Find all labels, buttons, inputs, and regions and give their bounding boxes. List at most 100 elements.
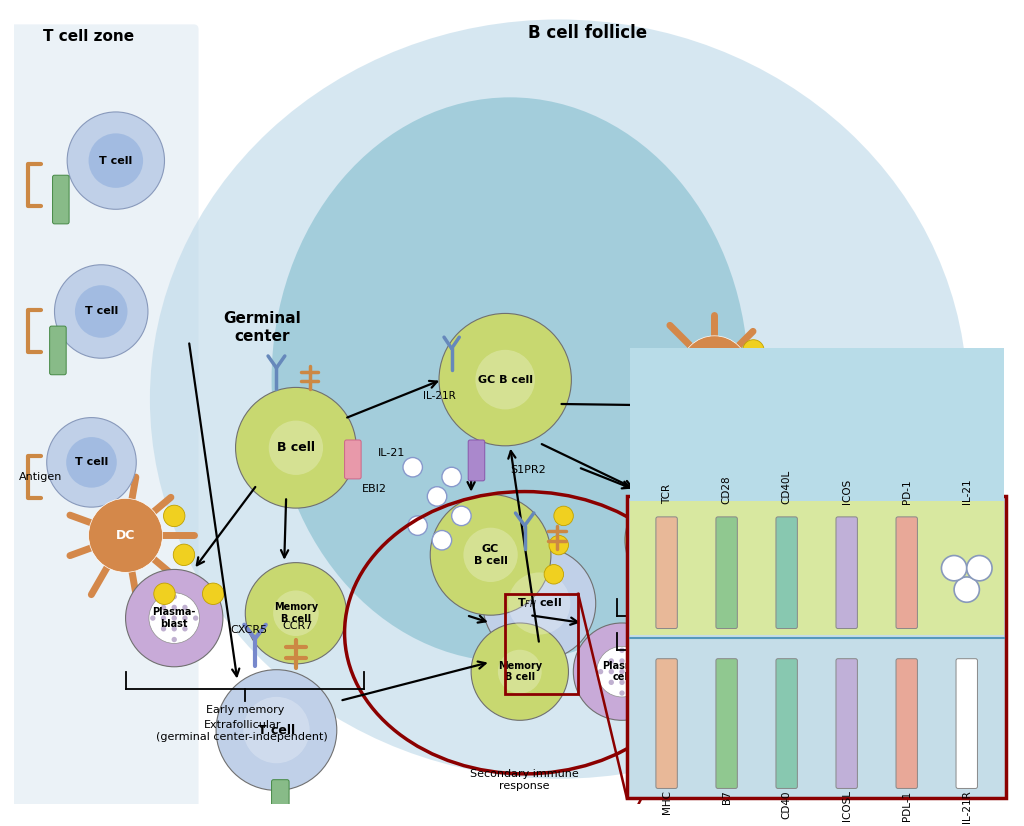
Circle shape xyxy=(841,455,847,460)
Circle shape xyxy=(482,547,596,660)
Circle shape xyxy=(498,650,542,694)
Circle shape xyxy=(148,593,200,643)
Circle shape xyxy=(430,495,551,615)
Circle shape xyxy=(161,626,166,632)
Text: MHC: MHC xyxy=(662,790,672,814)
Circle shape xyxy=(75,285,128,338)
Circle shape xyxy=(508,572,570,634)
Circle shape xyxy=(161,615,166,621)
Circle shape xyxy=(544,565,563,584)
Circle shape xyxy=(967,556,992,581)
Circle shape xyxy=(268,420,323,475)
Circle shape xyxy=(172,605,177,610)
Ellipse shape xyxy=(271,97,749,662)
Text: IL-21R: IL-21R xyxy=(962,790,972,824)
Text: IL-21: IL-21 xyxy=(378,448,404,458)
FancyBboxPatch shape xyxy=(271,780,289,820)
Text: GC
B cell: GC B cell xyxy=(474,544,508,566)
Circle shape xyxy=(154,583,175,605)
Circle shape xyxy=(829,444,836,449)
Circle shape xyxy=(819,466,824,472)
Circle shape xyxy=(216,670,337,790)
Circle shape xyxy=(236,387,356,508)
Circle shape xyxy=(620,691,625,695)
Circle shape xyxy=(808,444,813,449)
Circle shape xyxy=(620,669,625,674)
FancyBboxPatch shape xyxy=(836,517,857,629)
Circle shape xyxy=(273,591,318,636)
Circle shape xyxy=(641,669,646,674)
FancyBboxPatch shape xyxy=(630,349,1004,635)
Circle shape xyxy=(808,455,813,460)
Text: Late memory: Late memory xyxy=(638,632,713,642)
FancyBboxPatch shape xyxy=(630,501,1004,635)
Circle shape xyxy=(573,623,671,720)
Circle shape xyxy=(733,388,755,410)
Circle shape xyxy=(172,594,177,600)
Circle shape xyxy=(464,528,518,582)
Circle shape xyxy=(182,605,187,610)
Circle shape xyxy=(244,697,309,763)
Circle shape xyxy=(819,433,824,438)
Circle shape xyxy=(182,615,187,621)
Text: T cell: T cell xyxy=(85,306,118,316)
FancyBboxPatch shape xyxy=(896,517,918,629)
Text: Plasma
cell: Plasma cell xyxy=(802,447,842,468)
Circle shape xyxy=(630,658,635,663)
Circle shape xyxy=(427,487,446,506)
FancyBboxPatch shape xyxy=(656,517,677,629)
Text: PD-1: PD-1 xyxy=(902,480,911,504)
Circle shape xyxy=(432,530,452,550)
Text: Plasma
cell: Plasma cell xyxy=(602,661,642,682)
Text: FDC: FDC xyxy=(700,363,728,377)
Circle shape xyxy=(608,658,614,663)
FancyBboxPatch shape xyxy=(9,24,199,809)
Text: Plasma-
blast: Plasma- blast xyxy=(153,607,196,629)
Circle shape xyxy=(620,680,625,685)
Circle shape xyxy=(193,615,199,621)
Text: T cell: T cell xyxy=(99,155,132,165)
Circle shape xyxy=(471,623,568,720)
Text: ICOSL: ICOSL xyxy=(842,790,852,821)
Circle shape xyxy=(797,455,802,460)
Circle shape xyxy=(954,577,979,602)
FancyBboxPatch shape xyxy=(776,517,798,629)
Text: EBI2: EBI2 xyxy=(362,483,387,494)
FancyBboxPatch shape xyxy=(627,496,1007,798)
Circle shape xyxy=(408,516,427,535)
Text: T cell: T cell xyxy=(258,724,295,737)
Circle shape xyxy=(829,466,836,472)
FancyBboxPatch shape xyxy=(896,658,918,789)
Circle shape xyxy=(680,336,749,404)
Circle shape xyxy=(630,680,635,685)
Circle shape xyxy=(771,407,872,508)
Text: T cell zone: T cell zone xyxy=(43,29,134,45)
Circle shape xyxy=(796,431,848,484)
Text: TCR: TCR xyxy=(662,484,672,504)
Text: IL-21: IL-21 xyxy=(962,478,972,504)
Circle shape xyxy=(808,466,813,472)
Circle shape xyxy=(475,350,535,410)
Circle shape xyxy=(620,648,625,653)
FancyBboxPatch shape xyxy=(776,658,798,789)
Circle shape xyxy=(172,615,177,621)
Text: ICOS: ICOS xyxy=(842,479,852,504)
Circle shape xyxy=(442,468,462,487)
Text: Germinal
center: Germinal center xyxy=(223,311,301,344)
FancyBboxPatch shape xyxy=(836,658,857,789)
Circle shape xyxy=(819,455,824,460)
FancyBboxPatch shape xyxy=(344,440,361,479)
Text: T cell: T cell xyxy=(75,458,109,468)
Text: B cell follicle: B cell follicle xyxy=(528,24,647,42)
Circle shape xyxy=(630,669,635,674)
Text: DC: DC xyxy=(116,529,135,542)
Circle shape xyxy=(182,626,187,632)
Circle shape xyxy=(246,563,346,664)
Text: PDL-1: PDL-1 xyxy=(902,790,911,821)
Circle shape xyxy=(151,615,156,621)
Text: CD40L: CD40L xyxy=(781,470,792,504)
Circle shape xyxy=(819,444,824,449)
Circle shape xyxy=(161,605,166,610)
Circle shape xyxy=(173,544,195,566)
Text: S1PR2: S1PR2 xyxy=(510,465,546,475)
